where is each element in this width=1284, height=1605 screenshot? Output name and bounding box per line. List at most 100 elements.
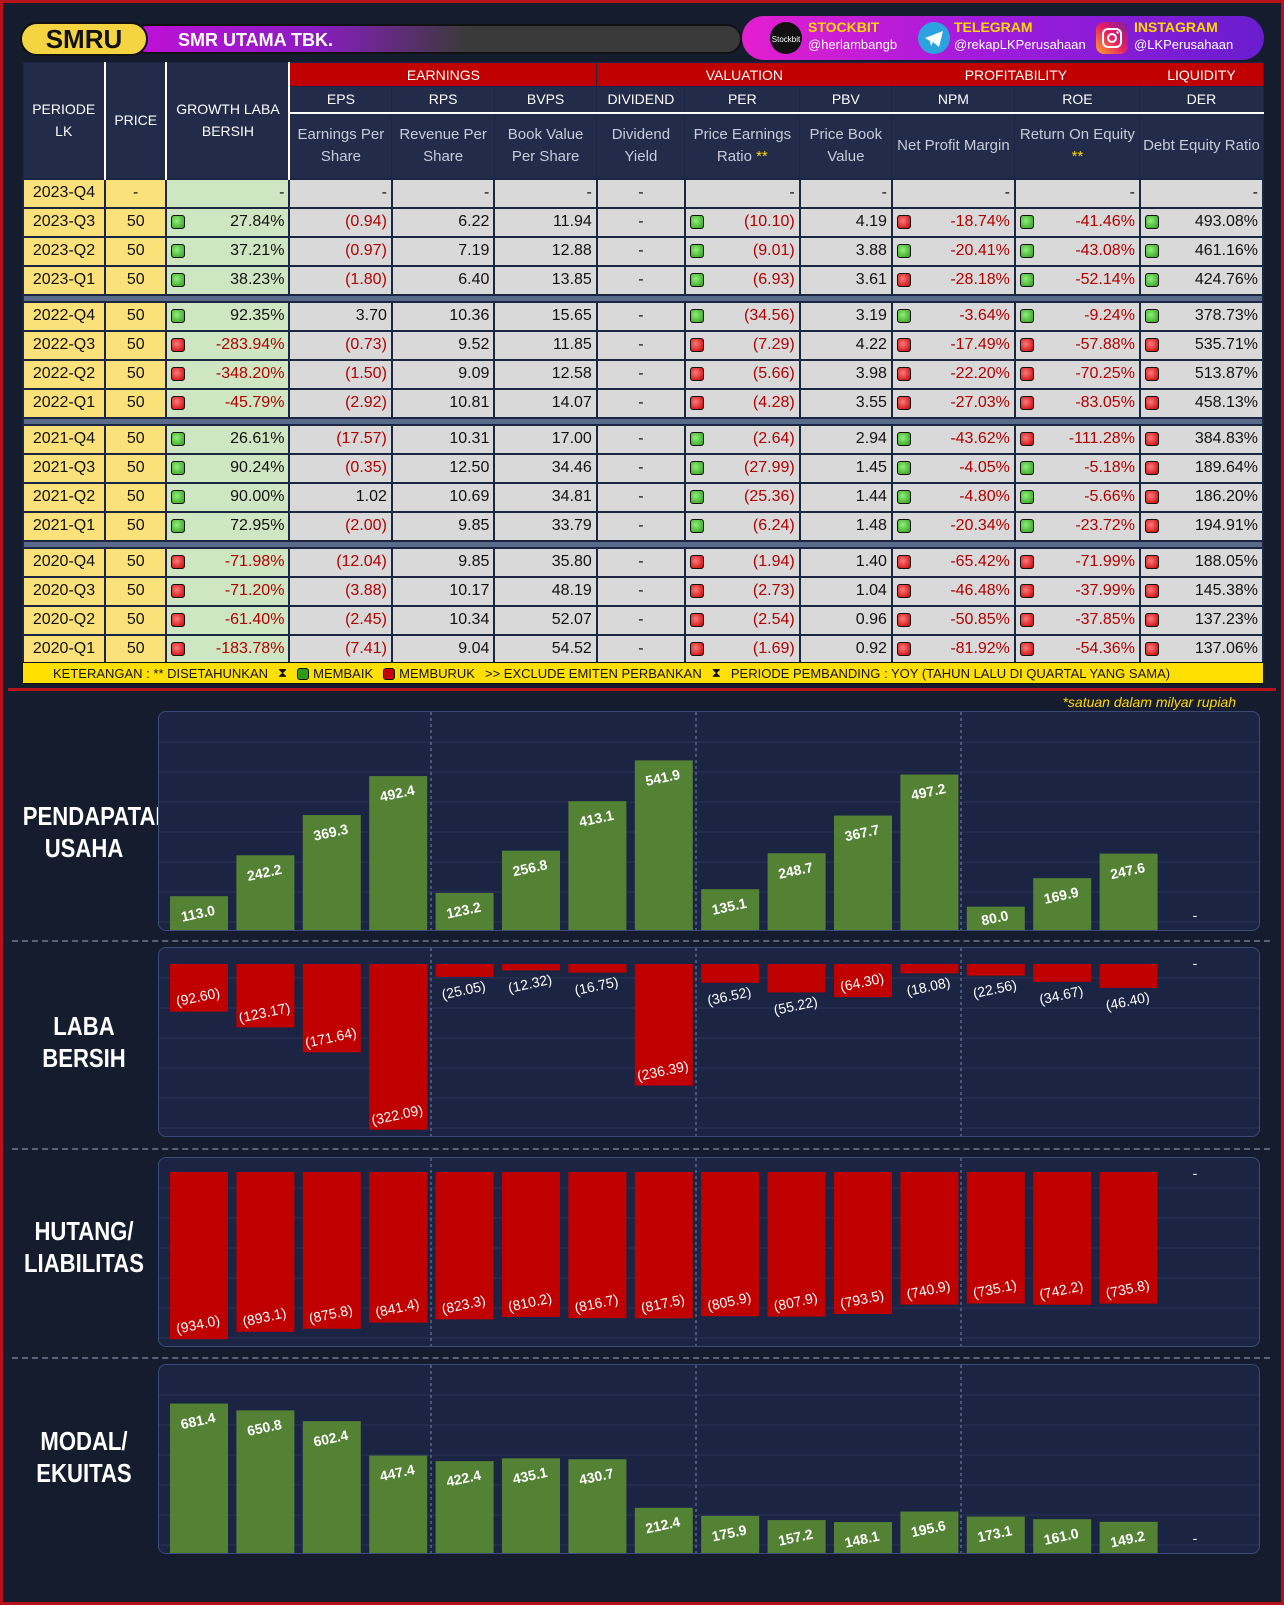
cell-value: -4.05% (959, 459, 1010, 476)
cell-value: 12.88 (551, 242, 592, 259)
data-label: 135.1 (710, 895, 748, 918)
cell-period: 2020-Q4 (22, 546, 106, 578)
cell-div: - (595, 177, 686, 209)
cell-value: 1.04 (855, 582, 887, 599)
bar (1099, 1172, 1158, 1304)
cell-value: 1.48 (855, 517, 887, 534)
cell-value: 10.17 (449, 582, 490, 599)
green-light-icon (896, 309, 911, 323)
instagram-link[interactable]: INSTAGRAM @LKPerusahaan (1134, 19, 1234, 52)
cell-value: 50 (126, 213, 145, 230)
cell-value: 3.55 (855, 394, 887, 411)
cell-value: (0.35) (345, 459, 387, 476)
cell-growth: 37.21% (165, 235, 291, 267)
cell-rps: - (390, 177, 496, 209)
cell-rps: 10.31 (390, 423, 496, 455)
cell-pbv: 3.19 (798, 300, 893, 332)
cell-price: 50 (103, 546, 168, 578)
stockbit-link[interactable]: STOCKBIT @herlambangb (808, 19, 898, 52)
cell-bvps: 34.81 (493, 481, 598, 513)
cell-value: 9.85 (458, 517, 490, 534)
company-bar: SMR UTAMA TBK. (132, 24, 742, 54)
legend-divider-icon: ⧗ (278, 665, 288, 680)
data-label: (36.52) (706, 983, 753, 1008)
cell-value: -37.99% (1075, 582, 1135, 599)
cell-der: 137.06% (1138, 633, 1265, 665)
chart-panel-4: 681.4 650.8 602.4 447.4 422.4 435.1 430.7 212.4… (158, 1364, 1260, 1554)
table-row: 2021-Q4 50 26.61% (17.57) 10.31 17.00 - (2.64) 2… (22, 423, 1265, 455)
cell-value: 50 (126, 582, 145, 599)
cell-value: 50 (126, 307, 145, 324)
cell-value: 2020-Q3 (32, 582, 96, 599)
cell-value: - (1129, 184, 1135, 201)
cell-growth: - (165, 177, 291, 209)
green-light-icon (171, 432, 186, 446)
stockbit-icon: Stockbit (770, 22, 802, 54)
cell-rps: 10.34 (390, 604, 496, 636)
cell-per: (5.66) (683, 358, 801, 390)
cell-npm: -20.34% (890, 510, 1016, 542)
cell-value: -52.14% (1075, 271, 1135, 288)
data-label: 248.7 (777, 859, 815, 882)
cell-value: 4.19 (855, 213, 887, 230)
annualized-marker: ** (1071, 147, 1084, 165)
cell-period: 2021-Q4 (22, 423, 106, 455)
bar (435, 1461, 494, 1553)
table-row: 2021-Q3 50 90.24% (0.35) 12.50 34.46 - (27.99) 1… (22, 452, 1265, 484)
bar (900, 1511, 959, 1553)
bar (767, 964, 826, 993)
data-label: (46.40) (1104, 989, 1151, 1014)
red-light-icon (1019, 584, 1034, 598)
metric-desc-text: Debt Equity Ratio (1143, 136, 1260, 154)
bar (834, 964, 892, 998)
cell-value: 50 (126, 517, 145, 534)
cell-period: 2020-Q2 (22, 604, 106, 636)
legend-keterangan: KETERANGAN : ** DISETAHUNKAN (53, 665, 269, 681)
cell-pbv: 4.19 (798, 206, 893, 238)
cell-value: - (638, 307, 644, 324)
cell-pbv: 3.88 (798, 235, 893, 267)
panel-label-3: HUTANG/LIABILITAS (23, 1215, 145, 1279)
telegram-link[interactable]: TELEGRAM @rekapLKPerusahaan (954, 19, 1086, 52)
data-label: 148.1 (843, 1528, 881, 1551)
cell-value: 50 (126, 242, 145, 259)
cell-value: - (1252, 184, 1258, 201)
bar (502, 1172, 560, 1317)
cell-eps: - (288, 177, 393, 209)
bar (369, 776, 428, 930)
bar (1033, 878, 1092, 930)
red-light-icon (1144, 555, 1159, 569)
cell-value: -5.18% (1084, 459, 1135, 476)
bar (834, 1522, 892, 1553)
cell-growth: -71.20% (165, 575, 291, 607)
green-light-icon (1144, 215, 1159, 229)
green-light-icon (171, 461, 186, 475)
cell-value: -22.20% (950, 365, 1010, 382)
cell-div: - (595, 206, 686, 238)
cell-per: (4.28) (683, 387, 801, 419)
cell-pbv: 1.45 (798, 452, 893, 484)
cell-bvps: 14.07 (493, 387, 598, 419)
red-light-icon (171, 396, 186, 410)
cell-value: 7.19 (458, 242, 490, 259)
cell-div: - (595, 510, 686, 542)
cell-rps: 7.19 (390, 235, 496, 267)
cell-rps: 9.04 (390, 633, 496, 665)
cell-div: - (595, 387, 686, 419)
red-light-icon (1019, 367, 1034, 381)
table-row: 2021-Q2 50 90.00% 1.02 10.69 34.81 - (25.36) 1.4… (22, 481, 1265, 513)
data-label: (22.56) (971, 976, 1018, 1001)
chart-svg: (92.60)(123.17)(171.64)(322.09)(25.05) (1… (159, 948, 1259, 1136)
metric-desc-der: Debt Equity Ratio (1139, 112, 1264, 179)
cell-value: 50 (126, 553, 145, 570)
cell-value: 34.81 (551, 488, 592, 505)
cell-roe: -71.99% (1013, 546, 1141, 578)
cell-value: 11.85 (552, 336, 592, 353)
cell-value: - (638, 184, 644, 201)
cell-value: 48.19 (551, 582, 592, 599)
cell-value: -61.40% (224, 611, 285, 628)
cell-roe: -43.08% (1013, 235, 1141, 267)
bar (900, 774, 959, 930)
cell-value: 1.44 (855, 488, 887, 505)
bar (767, 1172, 826, 1317)
